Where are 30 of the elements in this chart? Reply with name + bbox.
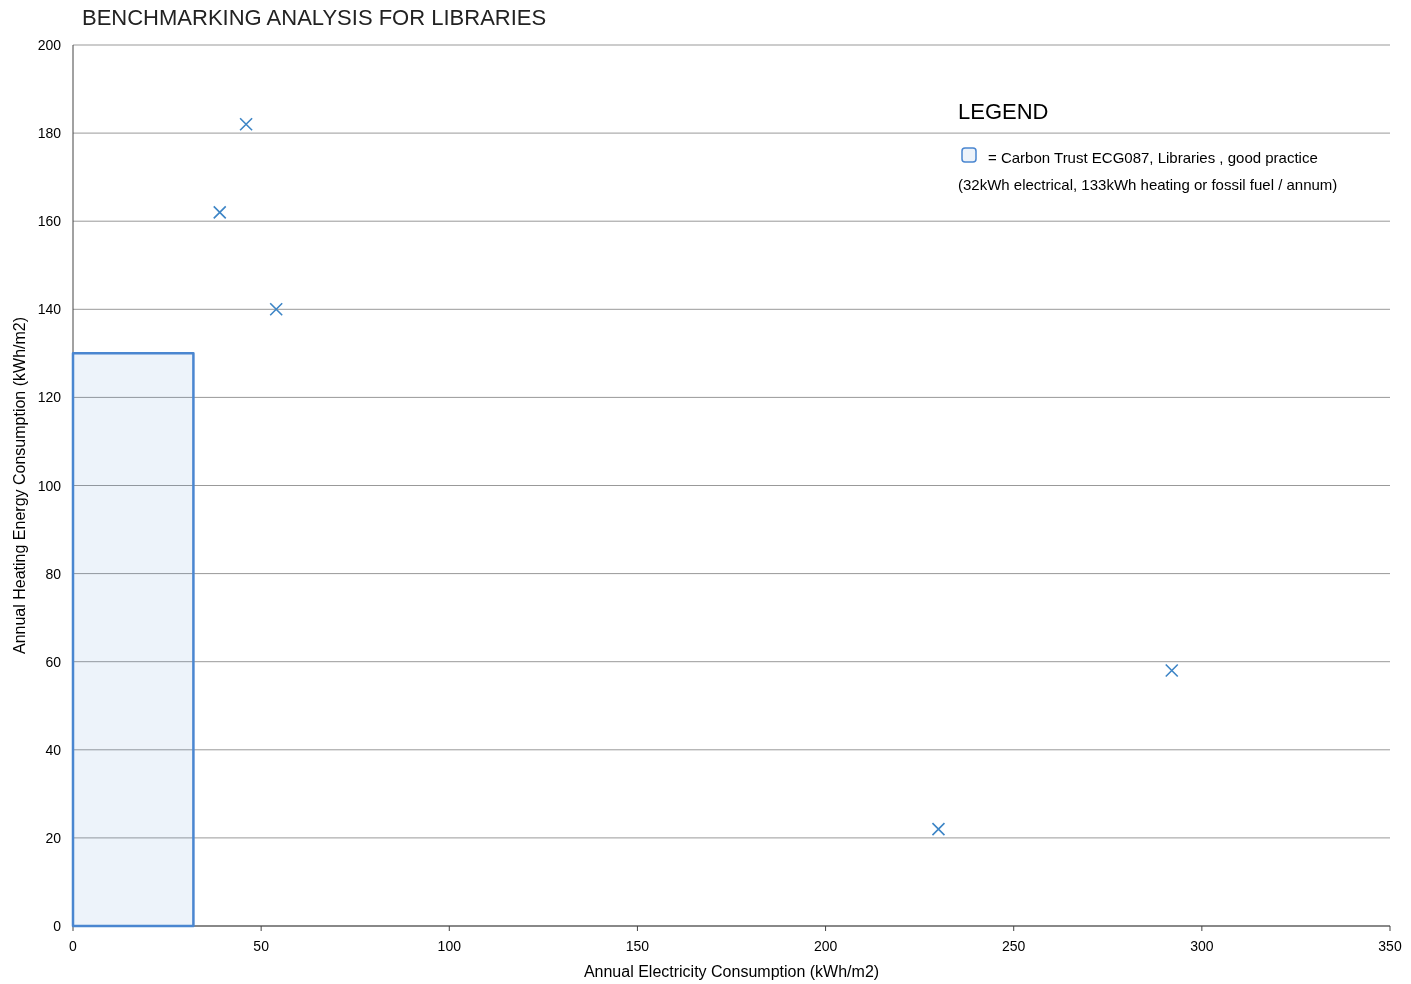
y-tick-label: 160	[37, 213, 62, 230]
point	[931, 822, 946, 836]
point	[269, 302, 283, 317]
x-axis-title: Annual Electricity Consumption (kWh/m2)	[583, 963, 880, 980]
x-tick-label: 250	[1002, 938, 1026, 954]
x-tick-label: 300	[1190, 938, 1214, 954]
y-tick-label: 140	[37, 301, 62, 318]
point	[212, 205, 227, 220]
point	[1164, 663, 1179, 678]
y-tick-label: 200	[37, 37, 62, 53]
y-tick-label: 60	[45, 653, 62, 670]
y-tick-label: 0	[53, 918, 62, 934]
legend-label: = Carbon Trust ECG087, Libraries , good practice	[988, 149, 1318, 166]
y-tick-label: 40	[45, 741, 62, 758]
y-tick-label: 120	[37, 389, 62, 406]
x-tick-label: 200	[813, 938, 838, 954]
y-tick-label: 20	[45, 829, 62, 846]
y-tick-label: 100	[37, 477, 62, 494]
x-tick-label: 100	[437, 938, 462, 954]
x-tick-label: 0	[69, 938, 78, 954]
chart-title: BENCHMARKING ANALYSIS FOR LIBRARIES	[82, 5, 547, 30]
point	[239, 117, 253, 132]
y-axis-title: Annual Heating Energy Consumption (kWh/m2)	[11, 316, 28, 655]
x-tick-label: 350	[1378, 938, 1402, 954]
y-tick-label: 180	[37, 125, 62, 142]
x-tick-label: 150	[625, 938, 650, 954]
annotation: (32kWh electrical, 133kWh heating or fossil fuel / annum)	[958, 176, 1338, 193]
y-tick-label: 80	[45, 565, 62, 582]
x-tick-label: 50	[253, 938, 270, 954]
legend-title: LEGEND	[958, 99, 1049, 124]
